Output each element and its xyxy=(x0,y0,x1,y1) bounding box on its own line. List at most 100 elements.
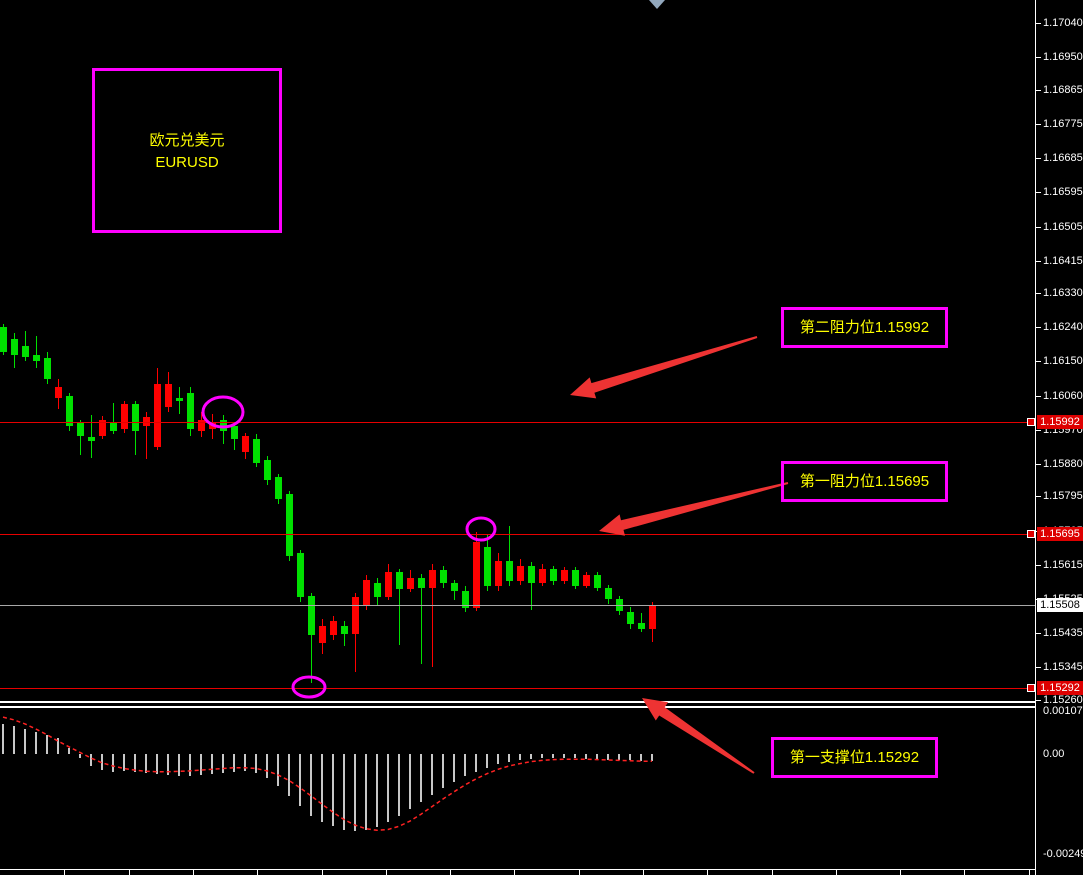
price-axis-tick xyxy=(1036,395,1041,397)
histogram-bar xyxy=(420,754,422,803)
histogram-bar xyxy=(508,754,510,763)
candle-body xyxy=(649,605,656,629)
time-axis-tick xyxy=(643,870,644,875)
histogram-bar xyxy=(255,754,257,774)
price-axis-tick xyxy=(1036,57,1041,59)
price-axis-tick xyxy=(1036,699,1041,701)
histogram-bar xyxy=(200,754,202,776)
histogram-bar xyxy=(299,754,301,807)
candle-body xyxy=(275,477,282,500)
resistance2-line[interactable] xyxy=(0,422,1035,423)
histogram-bar xyxy=(497,754,499,765)
histogram-bar xyxy=(123,754,125,771)
time-axis-tick xyxy=(450,870,451,875)
time-axis-tick xyxy=(129,870,130,875)
chart-shift-triangle-icon xyxy=(649,0,665,9)
candle-body xyxy=(143,416,150,427)
resistance2-line-handle[interactable] xyxy=(1027,417,1035,426)
candle-body xyxy=(22,346,29,358)
histogram-bar xyxy=(376,754,378,828)
time-axis[interactable] xyxy=(0,869,1035,870)
histogram-bar xyxy=(640,754,642,761)
histogram-bar xyxy=(332,754,334,827)
candle-body xyxy=(363,579,370,605)
resistance1-line-handle[interactable] xyxy=(1027,530,1035,539)
histogram-bar xyxy=(453,754,455,783)
histogram-bar xyxy=(46,734,48,754)
price-axis-tick xyxy=(1036,667,1041,669)
histogram-bar xyxy=(24,729,26,754)
time-axis-tick xyxy=(772,870,773,875)
price-axis-label: 1.15880 xyxy=(1043,458,1083,471)
histogram-bar xyxy=(431,754,433,795)
support1-label-box[interactable]: 第一支撑位1.15292 xyxy=(771,737,938,778)
candle-body xyxy=(583,574,590,586)
price-axis-label: 1.16240 xyxy=(1043,321,1083,334)
candle-body xyxy=(231,426,238,440)
support1-price-badge: 1.15292 xyxy=(1037,680,1083,695)
price-axis[interactable]: 1.17040 1.16950 1.16865 1.16775 1.16685 1.165… xyxy=(1035,0,1083,875)
price-axis-label: 1.17040 xyxy=(1043,17,1083,30)
candle-body xyxy=(451,583,458,592)
histogram-bar xyxy=(13,725,15,754)
resistance1-price-badge: 1.15695 xyxy=(1037,527,1083,542)
indicator-panel[interactable] xyxy=(0,708,1035,869)
candle-body xyxy=(11,339,18,356)
panel-separator-top[interactable] xyxy=(0,701,1035,703)
indicator-axis-label-min: -0.002494 xyxy=(1043,848,1083,861)
candle-body xyxy=(572,570,579,586)
price-axis-tick xyxy=(1036,123,1041,125)
support1-line-handle[interactable] xyxy=(1027,683,1035,692)
indicator-axis-label-zero: 0.00 xyxy=(1043,748,1065,760)
price-axis-tick xyxy=(1036,260,1041,262)
candle-wick xyxy=(91,414,92,458)
histogram-bar xyxy=(79,754,81,759)
price-axis-label: 1.16505 xyxy=(1043,220,1083,233)
histogram-bar xyxy=(321,754,323,823)
time-axis-tick xyxy=(322,870,323,875)
resistance1-label-box[interactable]: 第一阻力位1.15695 xyxy=(781,461,948,502)
panel-separator-bottom[interactable] xyxy=(0,706,1035,708)
time-axis-tick xyxy=(964,870,965,875)
price-axis-tick xyxy=(1036,564,1041,566)
price-axis-label: 1.16595 xyxy=(1043,186,1083,199)
candle-body xyxy=(77,422,84,437)
histogram-bar xyxy=(365,754,367,831)
candle-body xyxy=(539,568,546,584)
price-axis-tick xyxy=(1036,293,1041,295)
resistance2-label-box[interactable]: 第二阻力位1.15992 xyxy=(781,307,948,348)
candle-body xyxy=(110,421,117,432)
candle-body xyxy=(66,396,73,427)
price-axis-label: 1.16415 xyxy=(1043,254,1083,267)
candle-wick xyxy=(399,568,400,645)
time-axis-tick xyxy=(64,870,65,875)
histogram-bar xyxy=(519,754,521,761)
candle-body xyxy=(385,572,392,598)
candle-body xyxy=(44,357,51,380)
histogram-bar xyxy=(486,754,488,768)
candle-body xyxy=(319,625,326,644)
candle-wick xyxy=(509,525,510,586)
support1-line[interactable] xyxy=(0,688,1035,689)
price-axis-label: 1.16060 xyxy=(1043,389,1083,402)
candle-body xyxy=(88,437,95,442)
time-axis-tick xyxy=(257,870,258,875)
candle-body xyxy=(33,354,40,362)
candle-body xyxy=(187,393,194,430)
candle-body xyxy=(308,595,315,636)
histogram-bar xyxy=(387,754,389,823)
histogram-bar xyxy=(167,754,169,775)
candle-body xyxy=(550,568,557,582)
histogram-bar xyxy=(530,754,532,760)
candle-wick xyxy=(36,336,37,368)
histogram-bar xyxy=(288,754,290,797)
candle-body xyxy=(440,569,447,584)
price-axis-border xyxy=(1035,0,1036,875)
histogram-bar xyxy=(266,754,268,779)
candle-body xyxy=(605,587,612,600)
candle-body xyxy=(121,404,128,430)
candle-body xyxy=(506,561,513,582)
symbol-annotation-box[interactable]: 欧元兑美元 EURUSD xyxy=(92,68,282,233)
resistance1-line[interactable] xyxy=(0,534,1035,535)
candle-body xyxy=(594,574,601,588)
